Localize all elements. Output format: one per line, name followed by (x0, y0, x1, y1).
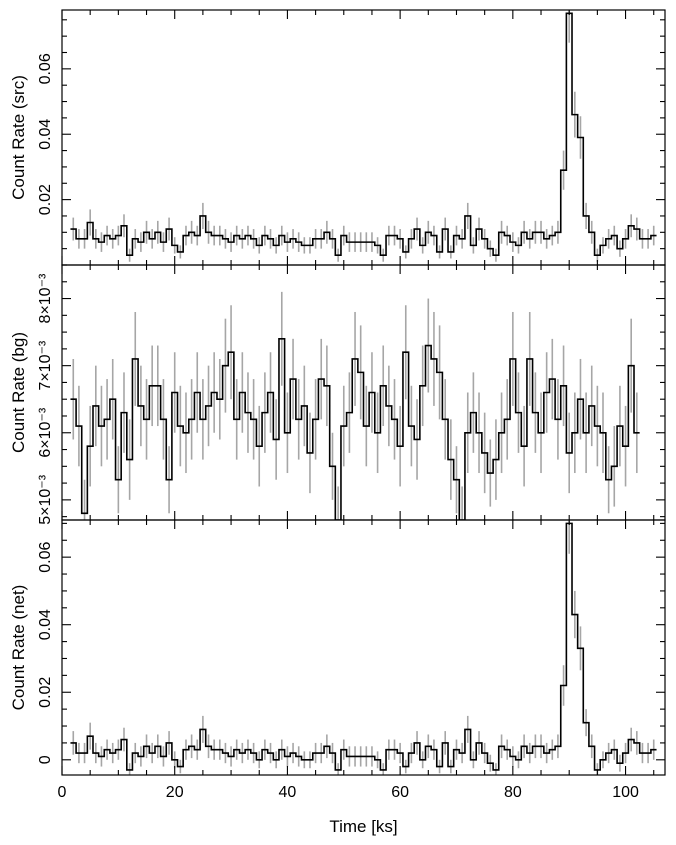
y-axis-label: Count Rate (bg) (9, 332, 28, 453)
count-rate-step-line (70, 12, 657, 256)
panel-3: 0 0.02 0.04 0.06 Count Rate (net) (9, 519, 666, 776)
x-axis-label: Time [ks] (329, 817, 397, 836)
panel-frame (61, 519, 666, 776)
y-tick-label: 0.04 (37, 609, 54, 640)
count-rate-step-line (70, 338, 640, 520)
y-tick-label: 8×10⁻³ (37, 273, 54, 323)
y-tick-label: 6×10⁻³ (37, 407, 54, 457)
y-tick-label: 0.06 (37, 541, 54, 572)
x-tick-label: 20 (166, 784, 184, 801)
y-tick-label: 7×10⁻³ (37, 340, 54, 390)
y-tick-label: 0.06 (37, 53, 54, 84)
y-tick-label: 0.02 (37, 677, 54, 708)
x-tick-label: 80 (504, 784, 522, 801)
y-tick-label: 0.04 (37, 119, 54, 150)
y-axis-label: Count Rate (net) (9, 585, 28, 711)
x-tick-label: 0 (58, 784, 67, 801)
x-tick-label: 40 (279, 784, 297, 801)
y-tick-label: 0 (37, 755, 54, 764)
panel-2: 5×10⁻³ 6×10⁻³ 7×10⁻³ 8×10⁻³ Count Rate (bg) (9, 264, 666, 525)
panel-1: 0.02 0.04 0.06 Count Rate (src) (9, 9, 666, 266)
y-tick-label: 5×10⁻³ (37, 474, 54, 524)
x-tick-label: 60 (391, 784, 409, 801)
y-tick-label: 0.02 (37, 184, 54, 215)
x-tick-label: 100 (612, 784, 639, 801)
y-axis-label: Count Rate (src) (9, 75, 28, 200)
count-rate-step-line (70, 522, 657, 771)
